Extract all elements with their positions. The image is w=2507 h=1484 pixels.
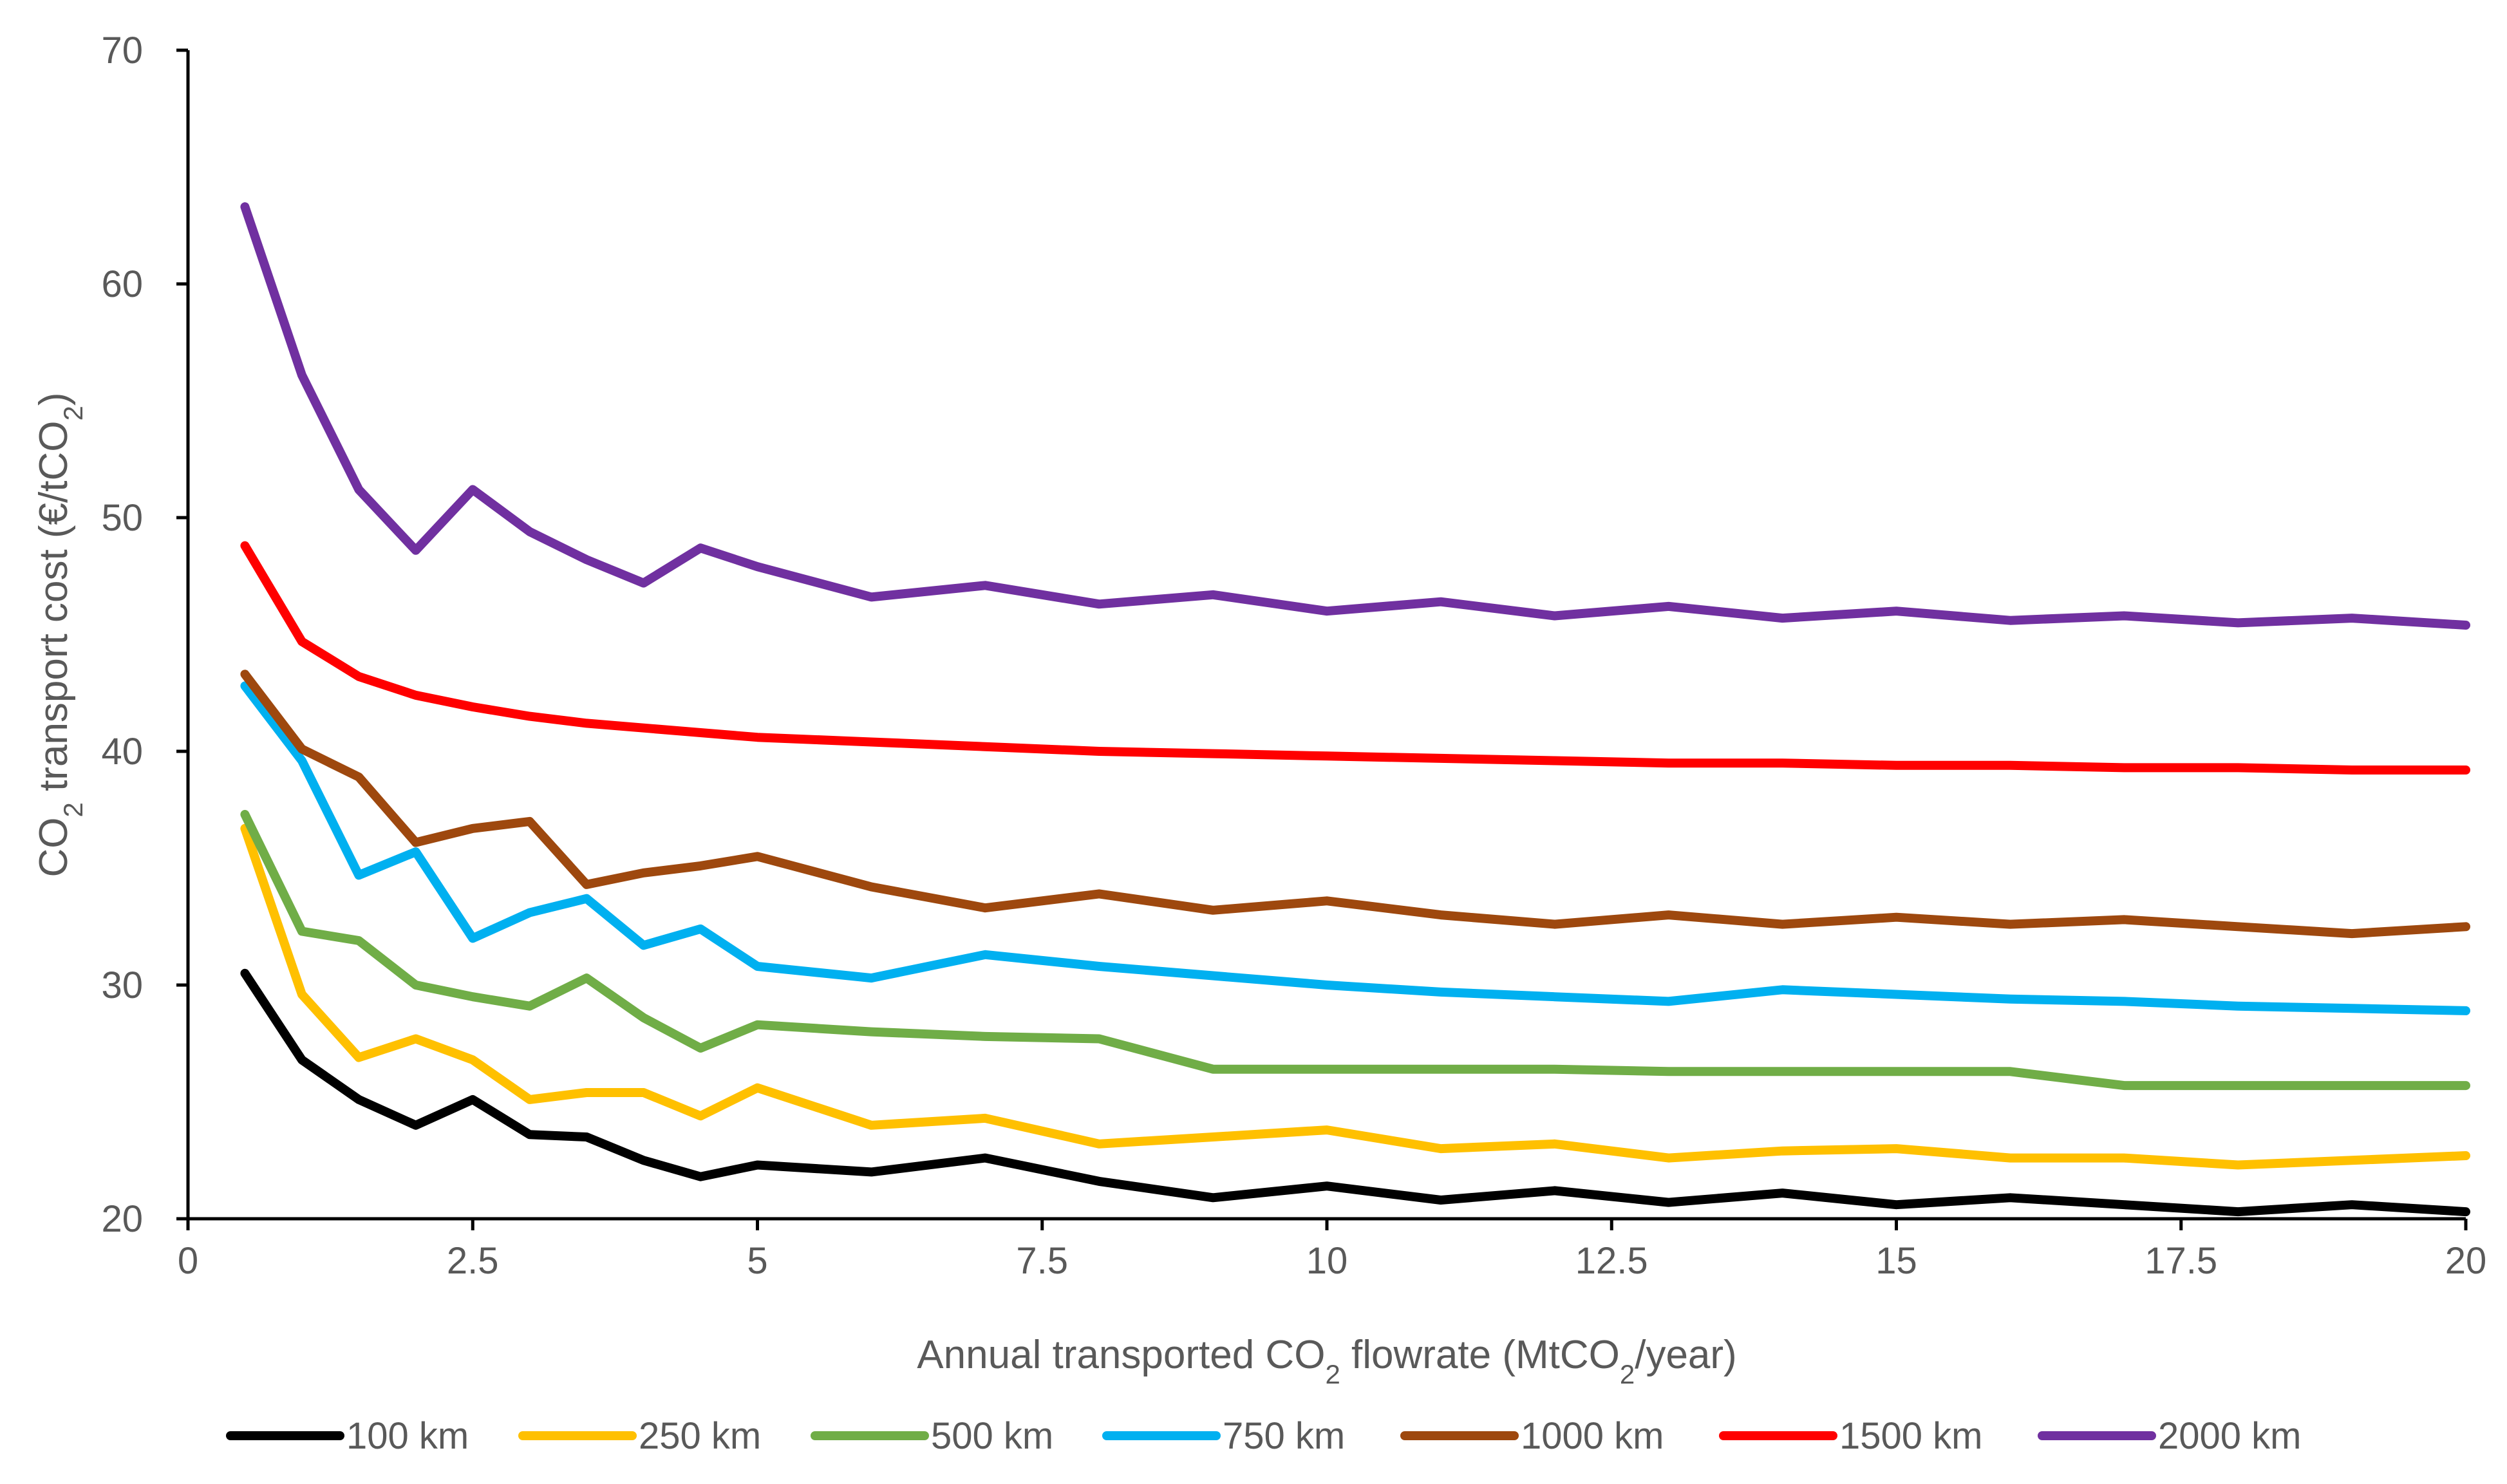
x-tick-label: 0	[178, 1240, 198, 1282]
y-ticks: 20 30 40 50 60 70	[101, 30, 188, 1240]
y-axis-title: CO2 transport cost (€/tCO2)	[32, 392, 88, 877]
legend-item: 250 km	[518, 1415, 761, 1457]
legend-label: 2000 km	[2158, 1415, 2301, 1457]
legend-label: 250 km	[639, 1415, 761, 1457]
legend-item: 1000 km	[1400, 1415, 1664, 1457]
series-line-500-km	[240, 810, 2470, 1091]
x-tick-label: 20	[2445, 1240, 2487, 1282]
legend-label: 1500 km	[1839, 1415, 1982, 1457]
series-line-750-km	[240, 681, 2470, 1015]
legend-item: 2000 km	[2038, 1415, 2301, 1457]
series-line-1500-km	[240, 541, 2470, 775]
legend-label: 1000 km	[1521, 1415, 1664, 1457]
legend-label: 750 km	[1223, 1415, 1345, 1457]
series-line-250-km	[240, 823, 2470, 1170]
x-tick-label: 17.5	[2145, 1240, 2217, 1282]
legend-label: 100 km	[346, 1415, 469, 1457]
y-tick-label: 40	[101, 731, 143, 773]
series-group	[240, 202, 2470, 1217]
legend-item: 500 km	[811, 1415, 1053, 1457]
legend-item: 100 km	[226, 1415, 469, 1457]
axes: 20 30 40 50 60 70 0 2.5 5 7.5 10 12.5 15 17.5 20	[101, 30, 2486, 1282]
x-tick-label: 10	[1306, 1240, 1348, 1282]
y-tick-label: 60	[101, 263, 143, 305]
y-tick-label: 30	[101, 964, 143, 1006]
x-axis-title: Annual transported CO2 flowrate (MtCO2/y…	[917, 1333, 1736, 1389]
series-line-2000-km	[240, 202, 2470, 630]
legend-item: 1500 km	[1719, 1415, 1982, 1457]
x-tick-label: 12.5	[1575, 1240, 1648, 1282]
legend: 100 km 250 km 500 km 750 km 1000 km 1500 km 20…	[226, 1415, 2301, 1457]
x-tick-label: 2.5	[447, 1240, 499, 1282]
y-tick-label: 20	[101, 1198, 143, 1240]
series-line-1000-km	[240, 670, 2470, 939]
x-tick-label: 15	[1875, 1240, 1917, 1282]
x-ticks: 0 2.5 5 7.5 10 12.5 15 17.5 20	[178, 1219, 2486, 1282]
legend-item: 750 km	[1102, 1415, 1345, 1457]
y-tick-label: 50	[101, 497, 143, 539]
y-tick-label: 70	[101, 30, 143, 71]
series-line-100-km	[240, 968, 2470, 1217]
x-tick-label: 5	[747, 1240, 767, 1282]
legend-label: 500 km	[931, 1415, 1053, 1457]
x-tick-label: 7.5	[1016, 1240, 1068, 1282]
